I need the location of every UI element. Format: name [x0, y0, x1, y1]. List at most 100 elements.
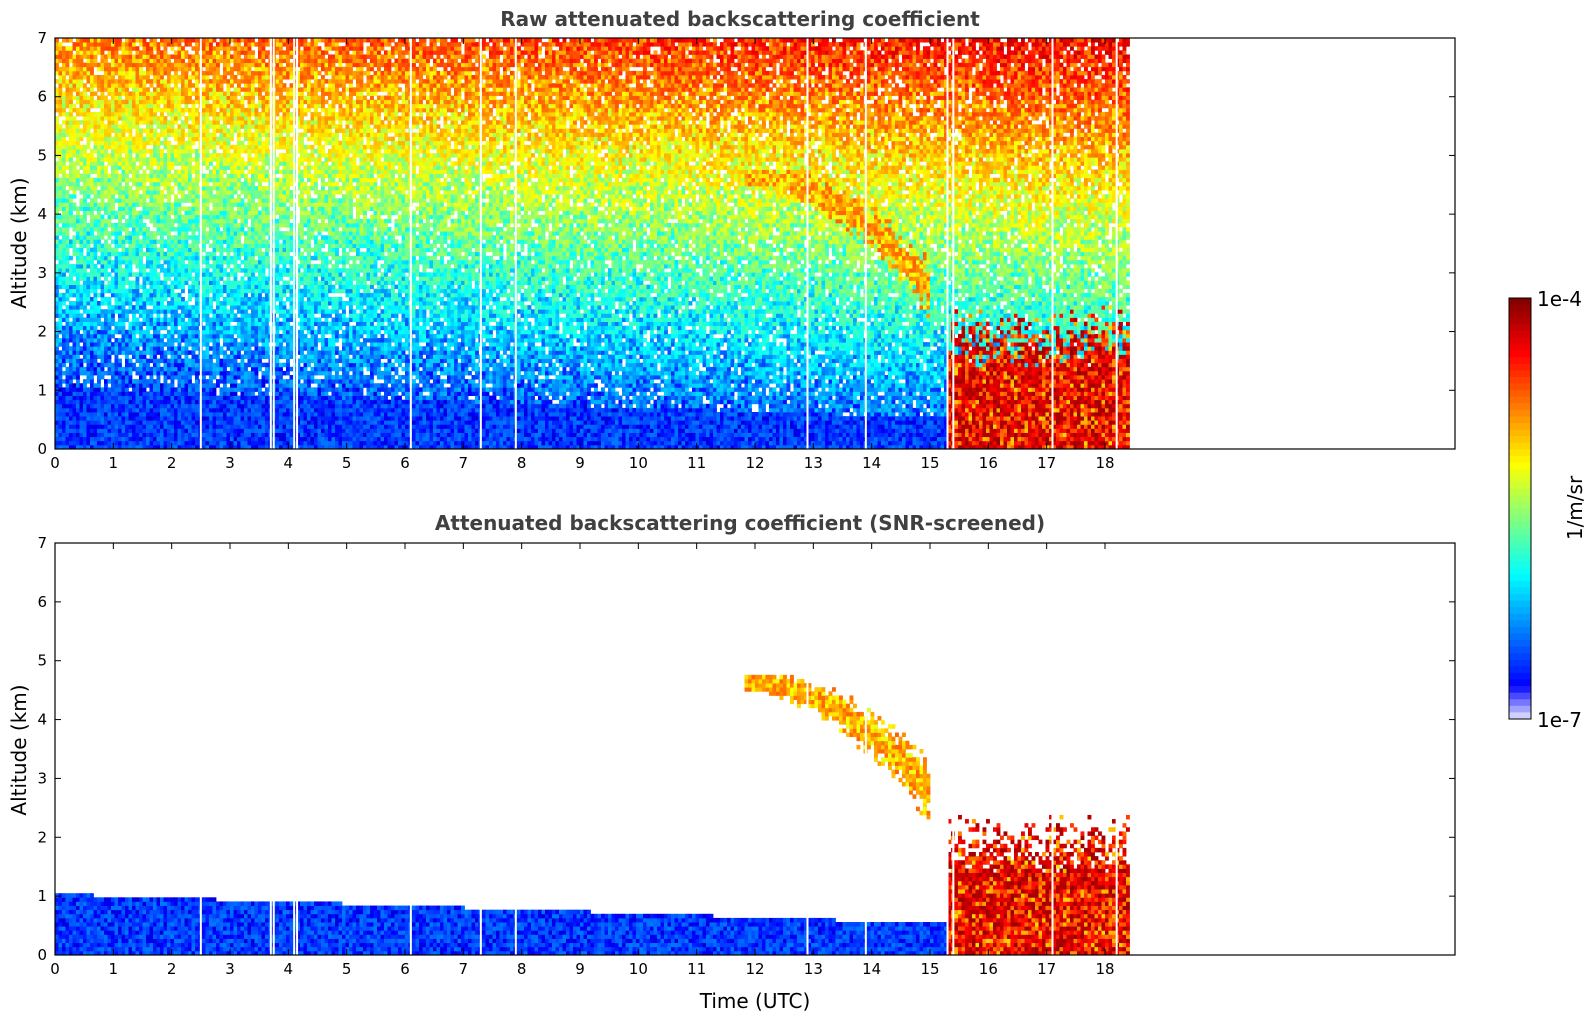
- heatmap-cell: [69, 210, 73, 216]
- heatmap-cell: [163, 268, 168, 273]
- heatmap-cell: [212, 124, 217, 129]
- heatmap-cell: [219, 144, 224, 150]
- heatmap-cell: [156, 428, 161, 433]
- heatmap-cell: [55, 206, 59, 212]
- heatmap-cell: [181, 181, 185, 187]
- heatmap-cell: [107, 173, 112, 179]
- heatmap-cell: [177, 227, 182, 232]
- heatmap-cell: [153, 38, 157, 43]
- heatmap-cell: [191, 128, 196, 133]
- heatmap-cell: [156, 222, 161, 228]
- heatmap-cell: [114, 107, 119, 113]
- heatmap-cell: [156, 58, 161, 64]
- heatmap-cell: [111, 107, 115, 113]
- heatmap-cell: [58, 387, 63, 392]
- heatmap-cell: [230, 231, 234, 236]
- heatmap-cell: [146, 214, 150, 220]
- heatmap-cell: [205, 403, 210, 409]
- heatmap-cell: [139, 321, 143, 327]
- heatmap-cell: [195, 66, 199, 72]
- heatmap-cell: [160, 99, 164, 105]
- heatmap-cell: [240, 407, 245, 413]
- heatmap-cell: [223, 181, 227, 187]
- heatmap-cell: [142, 198, 147, 203]
- heatmap-cell: [240, 391, 245, 396]
- heatmap-cell: [118, 218, 122, 224]
- heatmap-cell: [121, 107, 126, 113]
- heatmap-cell: [139, 95, 143, 101]
- heatmap-cell: [69, 128, 73, 133]
- heatmap-cell: [184, 354, 189, 359]
- heatmap-cell: [93, 111, 98, 117]
- heatmap-cell: [55, 239, 59, 244]
- heatmap-cell: [202, 358, 206, 364]
- heatmap-cell: [205, 424, 210, 429]
- heatmap-cell: [181, 161, 185, 166]
- heatmap-cell: [86, 370, 91, 376]
- heatmap-cell: [223, 222, 227, 228]
- heatmap-cell: [240, 288, 245, 294]
- heatmap-cell: [160, 91, 164, 96]
- heatmap-cell: [90, 259, 94, 265]
- heatmap-cell: [128, 403, 133, 409]
- heatmap-cell: [114, 375, 119, 380]
- heatmap-cell: [181, 235, 185, 240]
- heatmap-cell: [139, 185, 143, 191]
- heatmap-cell: [191, 395, 196, 401]
- heatmap-cell: [209, 428, 213, 433]
- heatmap-cell: [240, 383, 245, 388]
- heatmap-cell: [195, 95, 199, 101]
- heatmap-cell: [223, 333, 227, 339]
- heatmap-cell: [153, 399, 157, 405]
- heatmap-cell: [121, 136, 126, 142]
- heatmap-cell: [121, 148, 126, 154]
- heatmap-cell: [135, 218, 140, 224]
- heatmap-cell: [174, 296, 178, 302]
- heatmap-cell: [230, 239, 234, 244]
- heatmap-cell: [93, 301, 98, 306]
- heatmap-cell: [153, 366, 157, 372]
- heatmap-cell: [247, 251, 252, 257]
- heatmap-cell: [121, 321, 126, 327]
- heatmap-cell: [223, 296, 227, 302]
- heatmap-cell: [86, 202, 91, 207]
- heatmap-cell: [100, 144, 105, 150]
- heatmap-cell: [62, 58, 66, 64]
- heatmap-cell: [104, 416, 108, 421]
- heatmap-cell: [132, 383, 136, 388]
- heatmap-cell: [76, 325, 80, 331]
- heatmap-cell: [135, 420, 140, 425]
- heatmap-cell: [216, 198, 220, 203]
- heatmap-cell: [240, 140, 245, 146]
- heatmap-cell: [86, 74, 91, 80]
- heatmap-cell: [223, 235, 227, 240]
- heatmap-cell: [93, 333, 98, 339]
- heatmap-cell: [177, 317, 182, 322]
- heatmap-cell: [177, 177, 182, 183]
- heatmap-cell: [79, 403, 84, 409]
- heatmap-cell: [146, 161, 150, 166]
- heatmap-cell: [216, 350, 220, 355]
- heatmap-cell: [244, 284, 248, 290]
- heatmap-cell: [128, 255, 133, 261]
- heatmap-cell: [237, 46, 241, 51]
- heatmap-cell: [58, 181, 63, 187]
- heatmap-cell: [177, 218, 182, 224]
- heatmap-cell: [146, 321, 150, 327]
- heatmap-cell: [93, 317, 98, 322]
- heatmap-cell: [90, 231, 94, 236]
- heatmap-cell: [118, 210, 122, 216]
- heatmap-cell: [149, 136, 154, 142]
- heatmap-cell: [83, 292, 87, 298]
- heatmap-cell: [76, 79, 80, 84]
- heatmap-cell: [156, 280, 161, 285]
- heatmap-cell: [195, 190, 199, 195]
- heatmap-cell: [121, 202, 126, 207]
- heatmap-cell: [177, 358, 182, 364]
- heatmap-cell: [174, 202, 178, 207]
- heatmap-cell: [76, 362, 80, 368]
- heatmap-cell: [156, 62, 161, 68]
- heatmap-cell: [212, 444, 217, 450]
- heatmap-cell: [100, 309, 105, 314]
